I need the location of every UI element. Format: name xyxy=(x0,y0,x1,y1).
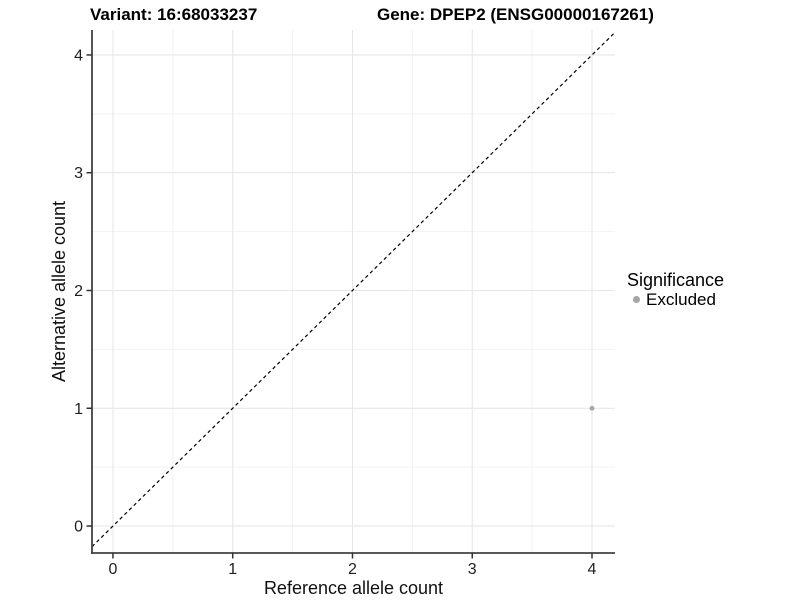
legend: Significance Excluded xyxy=(627,270,724,309)
y-tick-label: 2 xyxy=(74,283,83,300)
gridlines-minor xyxy=(92,30,615,553)
x-tick-label: 4 xyxy=(588,561,597,578)
plot-title-variant: Variant: 16:68033237 xyxy=(90,5,258,24)
legend-entry-excluded: Excluded xyxy=(627,290,724,309)
y-tick-label: 0 xyxy=(74,519,83,536)
gridlines-major xyxy=(92,30,615,553)
x-axis-title: Reference allele count xyxy=(263,578,444,598)
legend-entry-label: Excluded xyxy=(646,290,716,309)
x-tick-label: 1 xyxy=(228,561,237,578)
y-axis-title: Alternative allele count xyxy=(46,30,74,553)
plot-title-gene: Gene: DPEP2 (ENSG00000167261) xyxy=(377,5,654,24)
x-tick-label: 0 xyxy=(109,561,118,578)
legend-title: Significance xyxy=(627,270,725,290)
identity-reference-line xyxy=(91,31,616,548)
tick-marks xyxy=(86,54,593,559)
y-tick-label: 1 xyxy=(74,401,83,418)
x-tick-label: 3 xyxy=(468,561,477,578)
y-tick-labels: 0 1 2 3 4 xyxy=(74,47,83,535)
legend-point-icon xyxy=(633,296,640,303)
y-axis-title-text: Alternative allele count xyxy=(49,200,70,383)
x-tick-labels: 0 1 2 3 4 xyxy=(109,561,597,578)
y-tick-label: 3 xyxy=(74,165,83,182)
x-tick-label: 2 xyxy=(348,561,357,578)
y-tick-label: 4 xyxy=(74,47,83,64)
data-point xyxy=(589,405,595,411)
data-points xyxy=(589,405,595,411)
